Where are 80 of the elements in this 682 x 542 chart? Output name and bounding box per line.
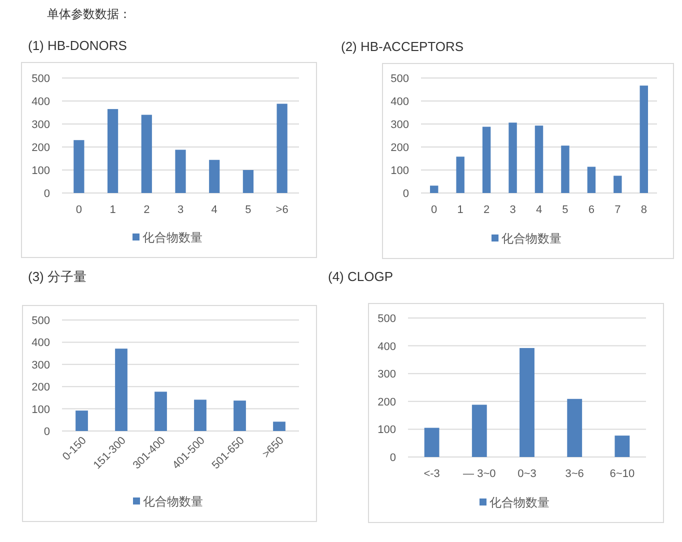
bar: [614, 176, 622, 193]
x-tick-label: 2: [483, 204, 490, 216]
bar: [567, 398, 582, 457]
y-tick-label: 0: [402, 188, 409, 200]
bar: [534, 126, 544, 193]
y-tick-label: 300: [378, 368, 396, 381]
bar: [614, 436, 630, 457]
y-tick-label: 500: [378, 313, 396, 325]
y-tick-label: 100: [378, 424, 396, 436]
y-tick-label: 200: [378, 396, 396, 408]
y-tick-label: 300: [390, 119, 409, 131]
bar: [209, 160, 220, 193]
x-tick-label: >6: [276, 204, 288, 216]
y-tick-label: 200: [32, 142, 50, 154]
y-tick-label: 400: [378, 340, 396, 353]
x-tick-label: 5: [245, 204, 252, 216]
bar: [430, 186, 438, 193]
y-tick-label: 300: [32, 359, 50, 372]
x-tick-label: 1: [457, 204, 464, 216]
x-tick-label: — 3~0: [463, 468, 496, 480]
bar: [74, 140, 84, 193]
x-tick-label: 3: [177, 204, 184, 216]
chart-title: (1) HB-DONORS: [28, 38, 128, 53]
legend: 化合物数量: [132, 230, 202, 244]
y-tick-label: 500: [390, 73, 409, 85]
x-tick-label: 0~3: [518, 468, 536, 480]
chart-title: (2) HB-ACCEPTORS: [341, 39, 464, 54]
y-tick-label: 100: [390, 165, 409, 177]
bar: [115, 348, 128, 431]
x-tick-label: 0: [431, 204, 438, 216]
y-tick-label: 400: [32, 337, 50, 350]
x-tick-label: 2: [144, 204, 150, 216]
text: 单体参数数据：: [47, 7, 131, 21]
bar: [640, 86, 648, 193]
y-tick-label: 100: [32, 404, 50, 416]
x-tick-label: 6~10: [610, 468, 635, 480]
bar: [482, 126, 491, 193]
y-tick-label: 400: [32, 96, 50, 108]
chart-title: (4) CLOGP: [328, 269, 394, 284]
chart-title: (3) 分子量: [28, 269, 86, 284]
y-tick-label: 400: [390, 96, 409, 108]
bar: [76, 410, 88, 431]
x-tick-label: 3~6: [565, 468, 584, 480]
y-tick-label: 300: [32, 119, 50, 131]
y-tick-label: 0: [44, 188, 50, 200]
legend: 化合物数量: [480, 496, 550, 510]
legend: 化合物数量: [492, 232, 562, 246]
y-tick-label: 200: [390, 142, 409, 154]
bar: [175, 150, 186, 193]
y-tick-label: 100: [32, 165, 50, 177]
x-tick-label: 4: [536, 204, 542, 216]
bar: [561, 146, 570, 193]
bar: [472, 404, 487, 457]
y-tick-label: 0: [44, 426, 50, 438]
bar: [234, 400, 246, 431]
x-tick-label: <-3: [424, 468, 440, 480]
bar: [424, 428, 440, 457]
legend: 化合物数量: [133, 494, 203, 508]
y-tick-label: 200: [32, 382, 50, 394]
x-tick-label: 5: [562, 204, 568, 216]
bar: [154, 392, 167, 431]
x-tick-label: 4: [211, 204, 218, 216]
bar: [194, 400, 206, 431]
x-tick-label: 6: [588, 204, 595, 216]
y-tick-label: 500: [32, 315, 50, 327]
bar: [520, 348, 534, 457]
y-tick-label: 500: [32, 73, 50, 85]
x-tick-label: 1: [110, 204, 116, 216]
x-tick-label: 8: [640, 204, 647, 216]
bar: [107, 109, 118, 193]
bar: [242, 170, 254, 193]
bar: [456, 156, 464, 193]
bar: [276, 104, 288, 193]
bar: [508, 122, 517, 193]
x-tick-label: 3: [510, 204, 516, 216]
bar: [141, 114, 152, 193]
x-tick-label: 0: [76, 204, 82, 216]
bar: [273, 422, 286, 431]
bar: [587, 166, 596, 193]
x-tick-label: 7: [614, 204, 621, 216]
